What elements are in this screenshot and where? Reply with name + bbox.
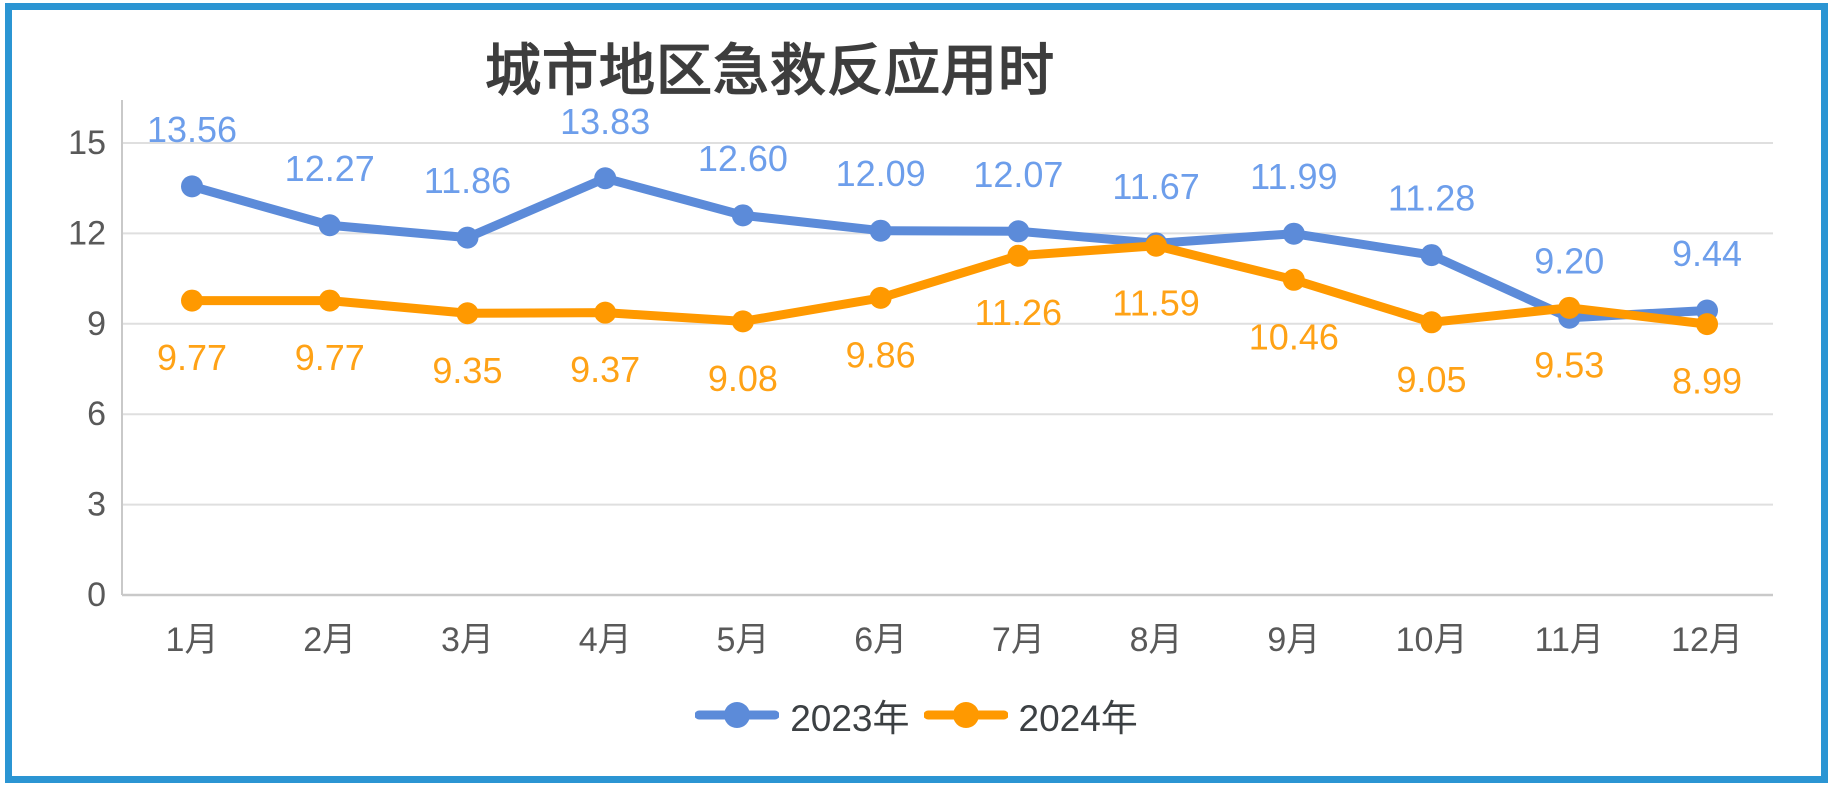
y-axis-tick-label-3: 3 xyxy=(87,486,106,524)
x-axis-tick-label-8: 8月 xyxy=(1130,621,1183,659)
data-label-2024年-11月: 9.53 xyxy=(1534,344,1604,385)
data-label-2023年-7月: 12.07 xyxy=(973,154,1063,195)
x-axis-tick-label-5: 5月 xyxy=(716,621,769,659)
data-point-2024年-7月 xyxy=(1007,244,1030,267)
data-point-2024年-8月 xyxy=(1145,234,1168,257)
y-axis-tick-label-0: 0 xyxy=(87,576,106,614)
legend-label-2023: 2023年 xyxy=(790,698,910,739)
data-label-2023年-4月: 13.83 xyxy=(560,101,650,142)
data-label-2024年-3月: 9.35 xyxy=(432,350,502,391)
x-axis-tick-label-7: 7月 xyxy=(992,621,1045,659)
data-label-2023年-12月: 9.44 xyxy=(1672,233,1742,274)
data-point-2023年-1月 xyxy=(181,175,203,198)
y-axis-tick-label-6: 6 xyxy=(87,395,106,433)
data-point-2024年-5月 xyxy=(731,310,754,333)
data-point-2023年-3月 xyxy=(456,226,479,249)
data-label-2023年-2月: 12.27 xyxy=(285,148,375,189)
data-point-2024年-9月 xyxy=(1282,268,1305,291)
data-label-2023年-9月: 11.99 xyxy=(1250,156,1337,197)
data-label-2023年-10月: 11.28 xyxy=(1388,178,1475,219)
data-point-2024年-3月 xyxy=(456,302,479,325)
data-label-2024年-12月: 8.99 xyxy=(1672,361,1742,402)
x-axis-tick-label-3: 3月 xyxy=(441,621,494,659)
x-axis-tick-label-10: 10月 xyxy=(1396,621,1468,659)
legend-marker-2024-line-dot-icon xyxy=(923,702,1008,728)
data-point-2023年-7月 xyxy=(1007,220,1030,243)
data-point-2024年-1月 xyxy=(181,289,203,312)
x-axis-tick-label-11: 11月 xyxy=(1535,621,1604,659)
series-line-2024年 xyxy=(187,241,1712,329)
data-label-2024年-1月: 9.77 xyxy=(157,337,227,378)
y-axis-tick-label-9: 9 xyxy=(87,305,106,343)
series-line-2023年 xyxy=(187,173,1712,323)
data-label-2023年-1月: 13.56 xyxy=(147,109,237,150)
data-label-2024年-10月: 9.05 xyxy=(1397,359,1467,400)
data-label-2024年-8月: 11.59 xyxy=(1112,282,1199,323)
x-axis-tick-label-12: 12月 xyxy=(1671,621,1743,659)
data-point-2024年-2月 xyxy=(318,289,341,312)
data-point-2023年-4月 xyxy=(594,167,617,190)
data-label-2024年-4月: 9.37 xyxy=(570,349,640,390)
data-label-2023年-6月: 12.09 xyxy=(836,153,926,194)
data-label-2024年-7月: 11.26 xyxy=(975,292,1062,333)
x-axis-tick-label-1: 1月 xyxy=(166,621,219,659)
data-label-2023年-8月: 11.67 xyxy=(1112,166,1199,207)
y-axis-tick-label-12: 12 xyxy=(68,214,106,252)
data-point-2023年-9月 xyxy=(1282,222,1305,245)
x-axis-tick-label-4: 4月 xyxy=(579,621,632,659)
legend-marker-2023-line-dot-icon xyxy=(695,702,780,728)
data-label-2024年-9月: 10.46 xyxy=(1249,316,1339,357)
data-point-2024年-6月 xyxy=(869,286,892,309)
data-point-2024年-10月 xyxy=(1420,311,1443,334)
data-point-2023年-5月 xyxy=(731,204,754,227)
data-point-2024年-4月 xyxy=(594,301,617,324)
data-label-2024年-5月: 9.08 xyxy=(708,358,778,399)
legend-label-2024: 2024年 xyxy=(1018,698,1138,739)
y-axis-tick-label-15: 15 xyxy=(68,124,106,162)
data-point-2024年-12月 xyxy=(1696,313,1719,336)
data-label-2023年-11月: 9.20 xyxy=(1534,240,1604,281)
legend-item-2023: 2023年 xyxy=(695,688,910,742)
data-point-2023年-2月 xyxy=(318,214,341,237)
x-axis-tick-label-6: 6月 xyxy=(854,621,907,659)
chart-legend: 2023年 2024年 xyxy=(0,690,1833,740)
data-label-2023年-3月: 11.86 xyxy=(424,160,511,201)
x-axis-tick-label-2: 2月 xyxy=(303,621,356,659)
data-point-2024年-11月 xyxy=(1558,296,1581,319)
chart-title: 城市地区急救反应用时 xyxy=(485,39,1055,102)
data-point-2023年-10月 xyxy=(1420,244,1443,267)
legend-item-2024: 2024年 xyxy=(923,688,1138,742)
data-point-2023年-6月 xyxy=(869,219,892,242)
data-label-2024年-6月: 9.86 xyxy=(846,334,916,375)
data-label-2024年-2月: 9.77 xyxy=(295,337,365,378)
data-label-2023年-5月: 12.60 xyxy=(698,138,788,179)
x-axis-tick-label-9: 9月 xyxy=(1267,621,1320,659)
